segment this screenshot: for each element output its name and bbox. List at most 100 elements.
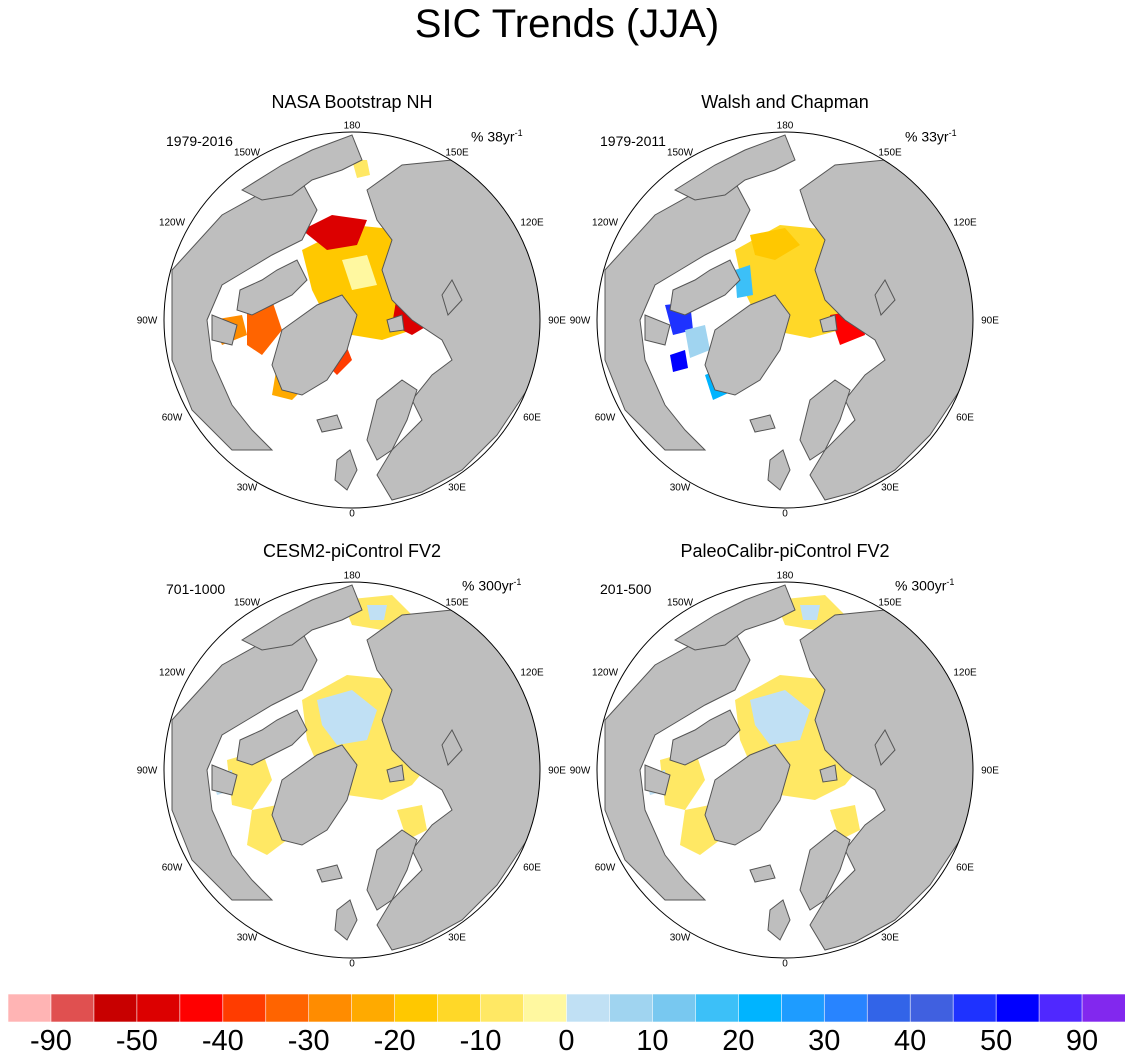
panel-period: 201-500: [600, 581, 652, 597]
colorbar-tick-label: 20: [722, 1025, 755, 1057]
longitude-label: 120W: [158, 667, 186, 679]
longitude-label: 120E: [520, 217, 544, 229]
longitude-label: 30W: [669, 482, 691, 494]
panel-title: Walsh and Chapman: [701, 92, 869, 112]
colorbar-segment: [179, 994, 224, 1022]
ice-baffin-gain: [685, 325, 710, 358]
longitude-label: 90E: [548, 315, 566, 327]
longitude-label: 60E: [523, 862, 541, 874]
colorbar-segment: [1038, 994, 1083, 1022]
longitude-label: 30W: [669, 932, 691, 944]
colorbar-segment: [738, 994, 782, 1022]
ice-beaufort: [750, 228, 800, 260]
colorbar-segment: [695, 994, 739, 1022]
panel-units: % 38yr-1: [471, 128, 523, 145]
land-iceland: [749, 864, 776, 883]
land-svalbard: [819, 314, 838, 333]
land-scandinavia: [366, 379, 418, 461]
colorbar-segment: [909, 994, 954, 1022]
longitude-label: 30E: [448, 482, 466, 494]
ice-beaufort-loss: [302, 215, 367, 250]
colorbar-segment: [136, 994, 181, 1022]
longitude-label: 180: [343, 120, 361, 132]
map-boundary: [596, 581, 974, 959]
colorbar-segment: [566, 994, 611, 1022]
land-britain: [767, 449, 791, 491]
longitude-label: 0: [782, 508, 788, 520]
colorbar-tick-label: -20: [373, 1025, 416, 1057]
land-svalbard: [386, 764, 405, 783]
ice-baffin: [660, 750, 705, 810]
land-alaska: [240, 134, 363, 201]
colorbar-segment: [781, 994, 825, 1022]
ice-central-blue: [750, 690, 810, 745]
longitude-label: 0: [782, 958, 788, 970]
panel-period: 1979-2016: [166, 133, 233, 149]
colorbar: [8, 994, 1125, 1022]
colorbar-tick-label: -50: [115, 1025, 158, 1057]
longitude-label: 0: [349, 508, 355, 520]
land-scandinavia: [799, 379, 851, 461]
panel-title: CESM2-piControl FV2: [262, 541, 442, 561]
panel-period: 701-1000: [166, 581, 226, 597]
land-archipelago: [644, 259, 741, 346]
colorbar-segment: [823, 994, 868, 1022]
longitude-label: 60W: [161, 862, 183, 874]
colorbar-segment: [8, 994, 52, 1022]
panel-units: % 33yr-1: [905, 128, 957, 145]
land-archipelago: [211, 709, 308, 796]
longitude-label: 30W: [236, 932, 258, 944]
longitude-label: 150E: [445, 147, 469, 159]
colorbar-segment: [1081, 994, 1125, 1022]
land-greenland: [271, 294, 358, 396]
colorbar-segment: [50, 994, 95, 1022]
colorbar-tick-label: 0: [558, 1025, 575, 1057]
panel-units: % 300yr-1: [895, 577, 955, 594]
longitude-label: 120W: [158, 217, 186, 229]
colorbar-tick-label: 40: [894, 1025, 927, 1057]
colorbar-tick-label: -10: [459, 1025, 502, 1057]
land-britain: [334, 899, 358, 941]
land-alaska: [240, 584, 363, 651]
longitude-label: 150W: [233, 597, 261, 609]
ice-baffin-loss: [247, 300, 282, 355]
colorbar-segment: [222, 994, 267, 1022]
panel-title: PaleoCalibr-piControl FV2: [680, 541, 890, 561]
longitude-label: 180: [343, 570, 361, 582]
map-boundary: [163, 131, 541, 509]
land-alaska: [673, 134, 796, 201]
colorbar-segment: [652, 994, 696, 1022]
land-scandinavia: [799, 829, 851, 911]
longitude-label: 150E: [878, 597, 902, 609]
longitude-label: 150W: [666, 597, 694, 609]
longitude-label: 60E: [523, 412, 541, 424]
panel-period: 1979-2011: [600, 133, 666, 149]
longitude-label: 30E: [881, 932, 899, 944]
longitude-label: 90E: [981, 765, 999, 777]
longitude-label: 150E: [445, 597, 469, 609]
ice-bering: [352, 160, 370, 178]
ice-baffin: [227, 750, 272, 810]
colorbar-segment: [437, 994, 482, 1022]
colorbar-segment: [93, 994, 138, 1022]
longitude-label: 150E: [878, 147, 902, 159]
longitude-label: 90W: [136, 765, 158, 777]
colorbar-tick-label: 30: [808, 1025, 841, 1057]
colorbar-segment: [351, 994, 396, 1022]
longitude-label: 120E: [953, 217, 977, 229]
longitude-label: 150W: [233, 147, 261, 159]
land-britain: [334, 449, 358, 491]
longitude-label: 60W: [161, 412, 183, 424]
main-title: SIC Trends (JJA): [414, 2, 720, 46]
colorbar-segment: [995, 994, 1040, 1022]
longitude-label: 60E: [956, 862, 974, 874]
colorbar-segment: [523, 994, 568, 1022]
longitude-label: 120W: [591, 667, 619, 679]
colorbar-tick-label: 10: [636, 1025, 669, 1057]
polar-map: [163, 581, 541, 959]
longitude-label: 0: [349, 958, 355, 970]
longitude-label: 90W: [569, 315, 591, 327]
colorbar-segment: [394, 994, 439, 1022]
ice-central-blue: [317, 690, 377, 745]
ice-okhotsk-blue: [367, 605, 387, 620]
